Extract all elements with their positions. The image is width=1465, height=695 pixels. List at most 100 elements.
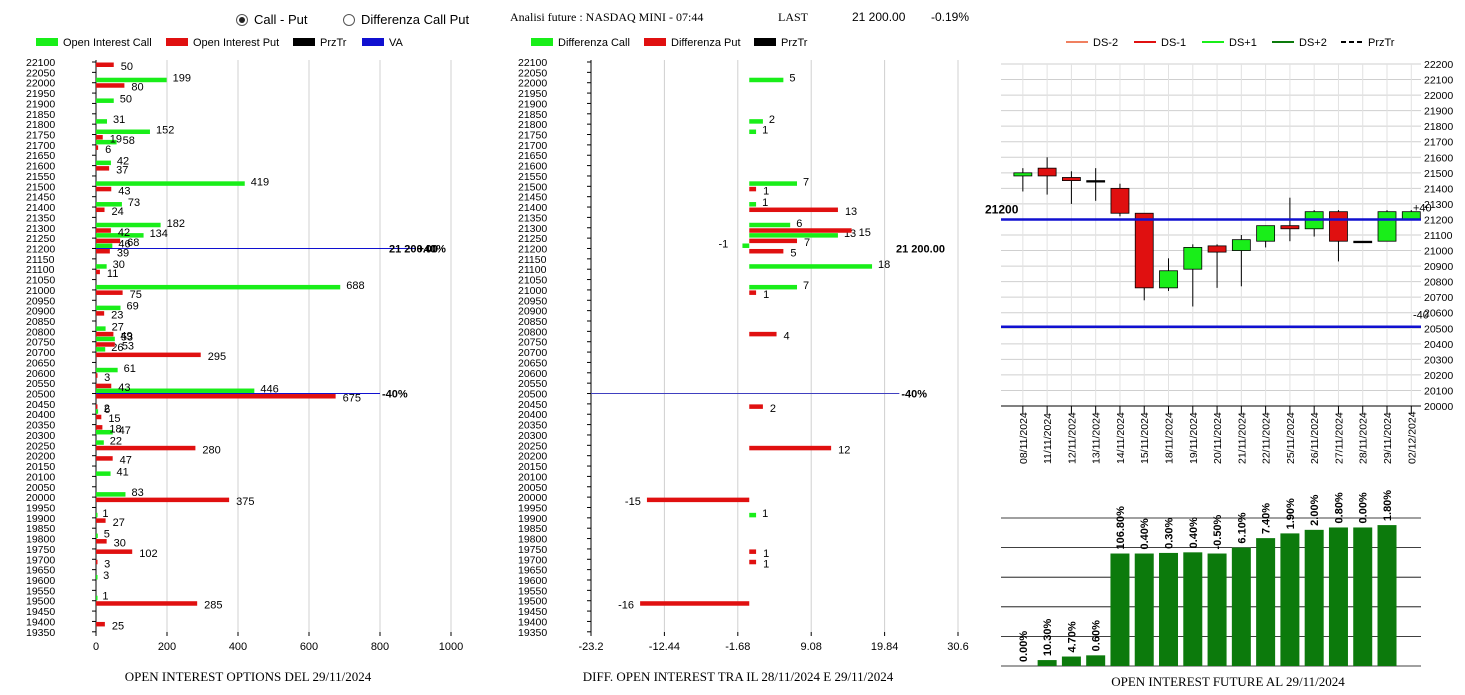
radio-call-put-indicator[interactable] xyxy=(236,13,248,26)
strike-label: 21500 xyxy=(518,181,547,193)
put-value-label: 27 xyxy=(113,517,125,529)
call-bar xyxy=(96,119,108,124)
put-value-label: 23 xyxy=(111,310,123,322)
put-value-label: 2 xyxy=(104,403,110,415)
put-value-label: 102 xyxy=(139,548,157,560)
oi-percent-label: 1.80% xyxy=(1382,490,1394,521)
put-bar xyxy=(96,601,198,606)
strike-label: 19700 xyxy=(26,554,55,566)
y-tick-label: 21700 xyxy=(1424,137,1453,149)
date-label: 15/11/2024 xyxy=(1139,412,1151,464)
strike-label: 20550 xyxy=(26,378,55,390)
oi-percent-label: 106.80% xyxy=(1115,506,1127,550)
strike-label: 22100 xyxy=(26,57,55,69)
ref-label: -40% xyxy=(901,389,927,401)
put-value-label: 285 xyxy=(204,600,222,612)
chart-title: OPEN INTEREST OPTIONS DEL 29/11/2024 xyxy=(125,669,372,684)
put-value-label: 1 xyxy=(763,558,769,570)
strike-label: 21750 xyxy=(518,130,547,142)
call-bar xyxy=(749,284,798,290)
legend-label: PrzTr xyxy=(1368,37,1395,49)
strike-label: 19350 xyxy=(518,627,547,639)
put-bar xyxy=(96,425,103,430)
radio-call-put[interactable]: Call - Put xyxy=(236,12,307,27)
call-bar xyxy=(96,233,144,238)
call-bar xyxy=(96,77,167,83)
put-value-label: 19 xyxy=(110,134,122,146)
strike-label: 19650 xyxy=(26,565,55,577)
put-bar xyxy=(96,539,107,544)
strike-label: 20650 xyxy=(518,357,547,369)
oi-future-bar xyxy=(1110,553,1130,666)
strike-label: 22050 xyxy=(26,67,55,79)
call-value-label: 41 xyxy=(117,466,129,478)
put-bar xyxy=(749,207,838,213)
y-tick-label: 22200 xyxy=(1424,59,1453,71)
radio-differenza[interactable]: Differenza Call Put xyxy=(343,12,469,27)
oi-diff-chart: Differenza Call Differenza Put PrzTr -23.2 -… xyxy=(518,37,969,684)
call-value-label: 7 xyxy=(803,176,809,188)
ref-label: -40% xyxy=(382,389,408,401)
date-label: 14/11/2024 xyxy=(1115,412,1127,464)
strike-label: 19450 xyxy=(26,606,55,618)
strike-label: 19400 xyxy=(26,616,55,628)
chart-title: OPEN INTEREST FUTURE AL 29/11/2024 xyxy=(1111,674,1345,689)
strike-label: 21550 xyxy=(518,171,547,183)
put-bar xyxy=(749,559,757,565)
date-label: 25/11/2024 xyxy=(1285,412,1297,464)
legend-label: Differenza Put xyxy=(671,37,741,49)
y-tick-label: 20500 xyxy=(1424,323,1453,335)
legend-label: Differenza Call xyxy=(558,37,630,49)
strike-label: 20350 xyxy=(518,420,547,432)
legend-label: DS-2 xyxy=(1093,37,1118,49)
strike-label: 21950 xyxy=(518,88,547,100)
strike-label: 21100 xyxy=(26,264,55,276)
strike-label: 20200 xyxy=(26,451,55,463)
put-value-label: 80 xyxy=(131,82,143,94)
strike-label: 20500 xyxy=(26,389,55,401)
put-bar xyxy=(749,186,757,192)
strike-label: 21300 xyxy=(518,223,547,235)
call-bar xyxy=(96,139,117,145)
call-value-label: 1 xyxy=(102,591,108,603)
call-value-label: 50 xyxy=(120,93,132,105)
strike-label: 19700 xyxy=(518,554,547,566)
call-value-label: 688 xyxy=(346,280,364,292)
call-value-label: 30 xyxy=(113,259,125,271)
oi-future-bar xyxy=(1377,525,1397,666)
oi-percent-label: 0.30% xyxy=(1164,518,1176,549)
radio-differenza-label: Differenza Call Put xyxy=(361,12,470,27)
strike-label: 21650 xyxy=(518,150,547,162)
put-value-label: 30 xyxy=(114,538,126,550)
y-tick-label: 22100 xyxy=(1424,75,1453,87)
strike-label: 21950 xyxy=(26,88,55,100)
call-value-label: 134 xyxy=(150,228,168,240)
put-value-label: 375 xyxy=(236,496,254,508)
radio-differenza-indicator[interactable] xyxy=(343,13,355,26)
strike-label: 21250 xyxy=(26,233,55,245)
strike-label: 21800 xyxy=(518,119,547,131)
strike-label: 21450 xyxy=(26,192,55,204)
candle-body xyxy=(1183,247,1203,270)
strike-label: 20950 xyxy=(26,295,55,307)
put-value-label: 42 xyxy=(118,227,130,239)
date-label: 08/11/2024 xyxy=(1018,412,1030,464)
strike-label: 19550 xyxy=(26,585,55,597)
y-tick-label: 21900 xyxy=(1424,106,1453,118)
y-tick-label: 20000 xyxy=(1424,401,1453,413)
strike-label: 20850 xyxy=(26,316,55,328)
strike-label: 20250 xyxy=(26,440,55,452)
put-bar xyxy=(96,394,336,399)
strike-label: 19800 xyxy=(518,534,547,546)
call-bar xyxy=(749,202,757,207)
strike-label: 20600 xyxy=(518,368,547,380)
legend-label: DS+1 xyxy=(1229,37,1257,49)
put-bar xyxy=(96,62,114,67)
oi-percent-label: 2.00% xyxy=(1309,494,1321,525)
date-label: 29/11/2024 xyxy=(1382,412,1394,464)
strike-label: 21050 xyxy=(518,275,547,287)
put-bar xyxy=(96,145,99,150)
call-value-label: 419 xyxy=(251,176,269,188)
put-bar xyxy=(96,186,112,192)
